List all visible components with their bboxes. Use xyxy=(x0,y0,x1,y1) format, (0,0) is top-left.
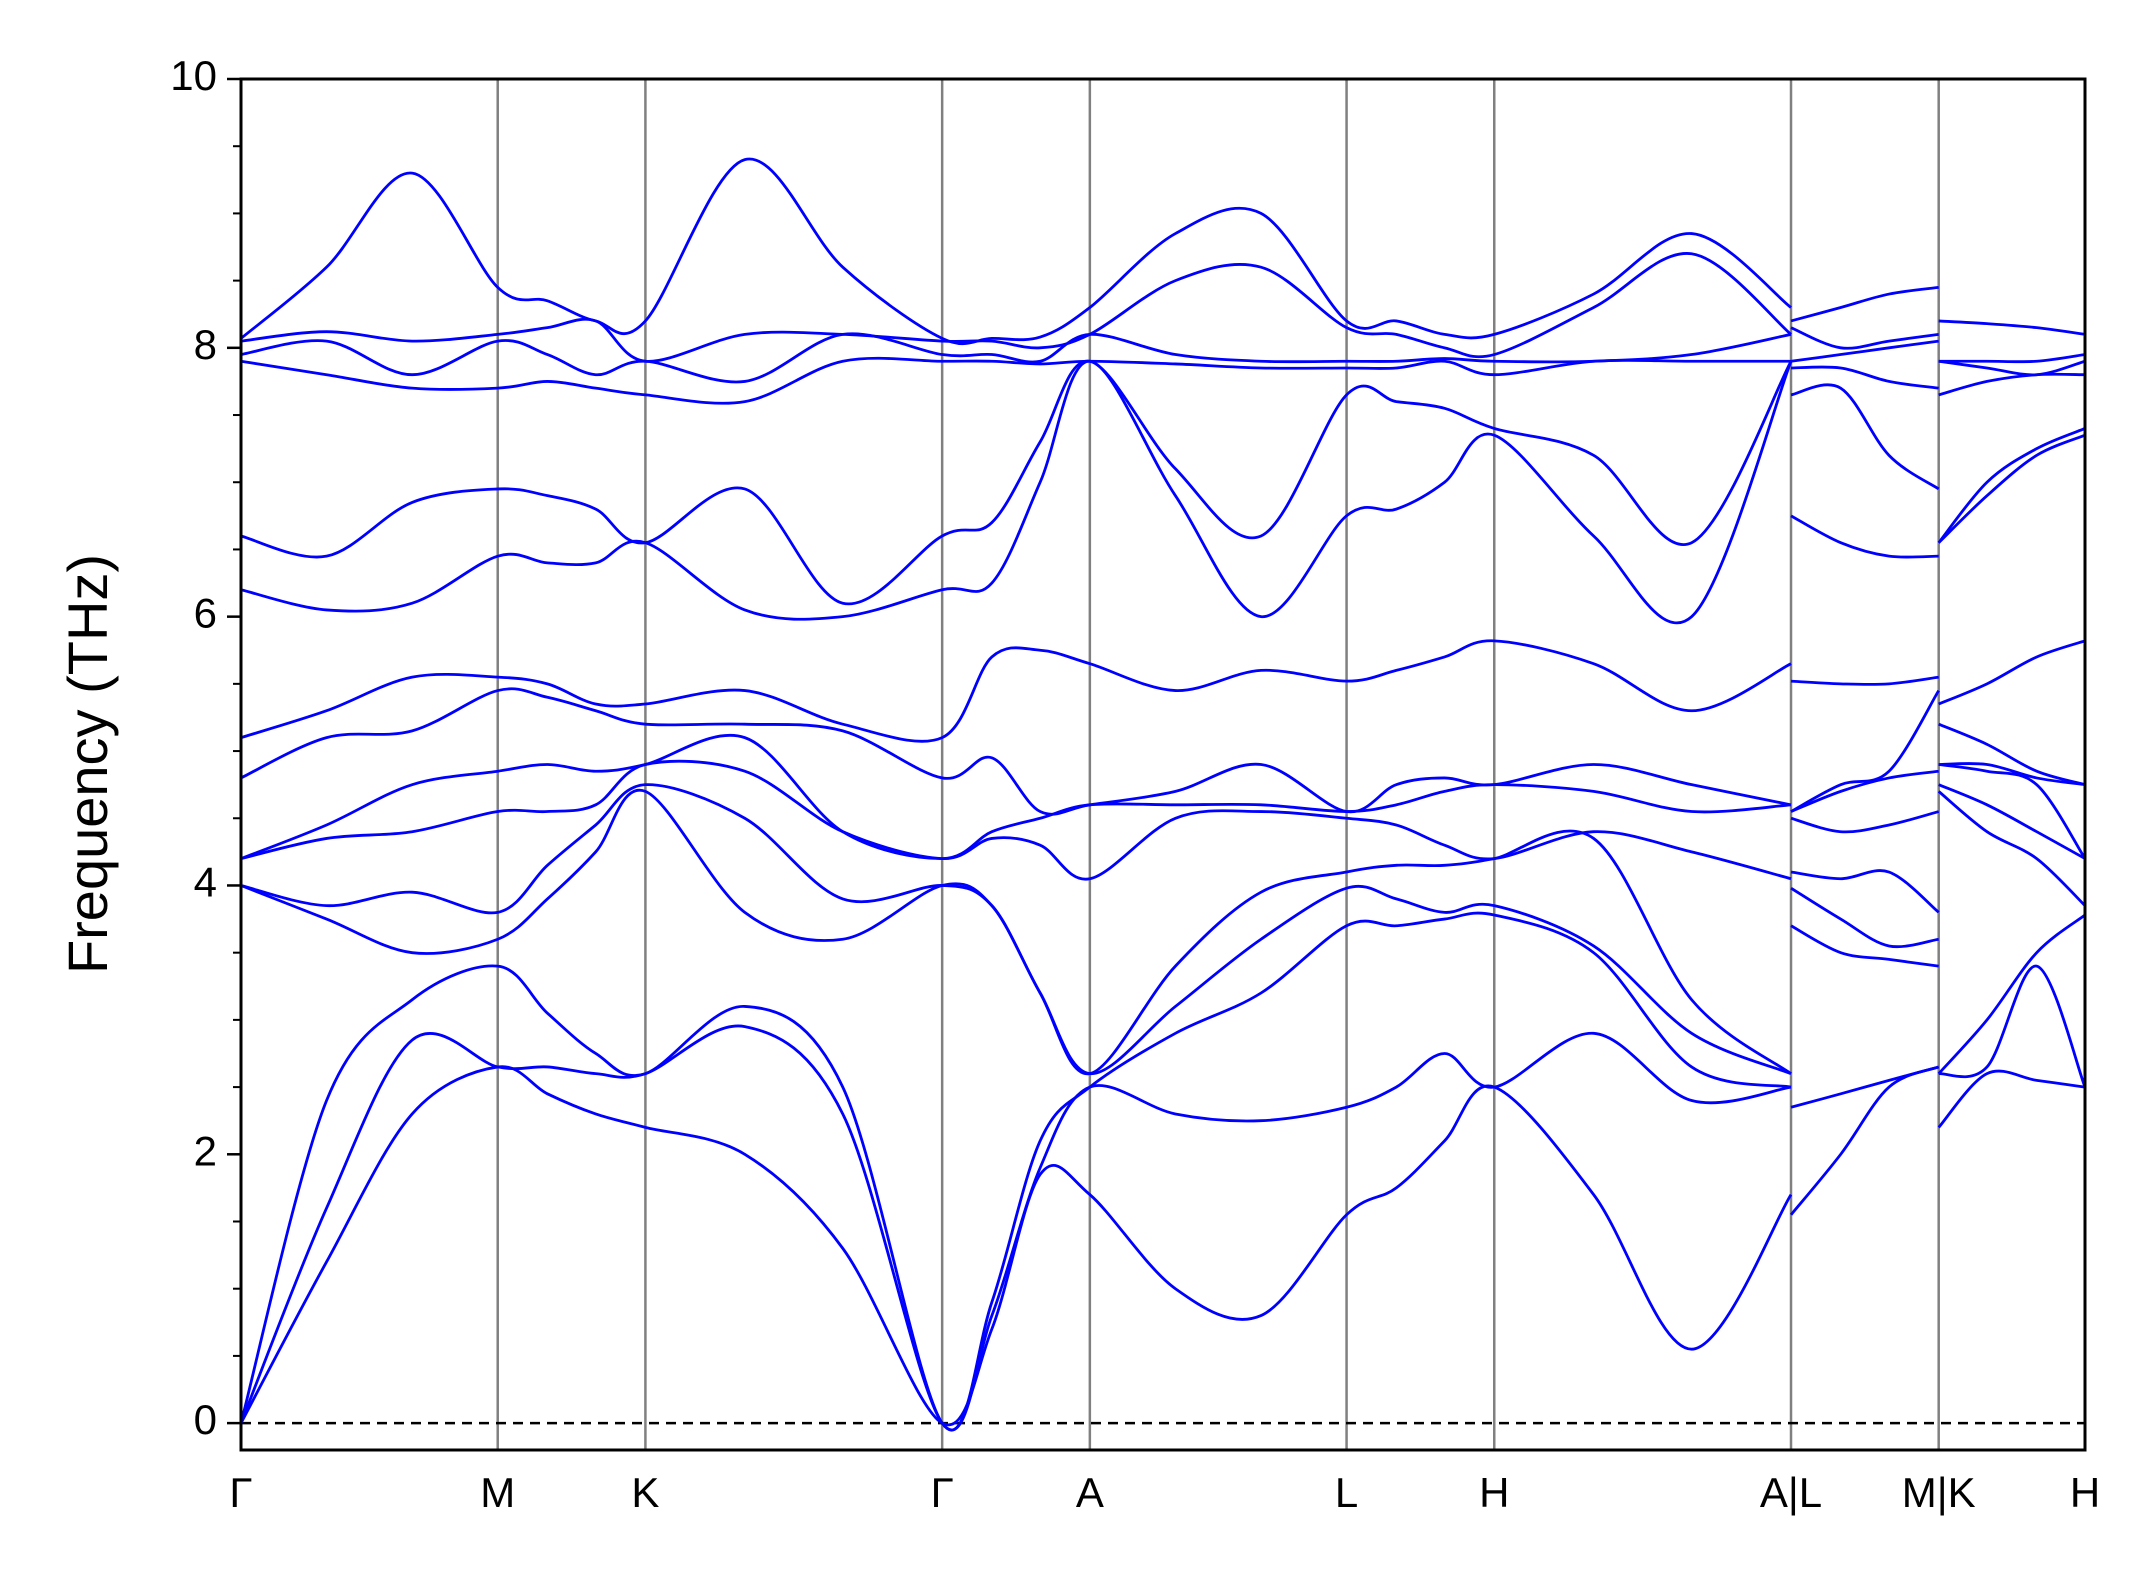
band-line xyxy=(239,964,2087,1432)
band-line xyxy=(240,734,2086,860)
y-tick-label: 6 xyxy=(194,590,217,637)
plot-frame xyxy=(239,77,2087,1452)
band-line xyxy=(240,359,2086,625)
band-line xyxy=(240,759,2087,881)
band-line xyxy=(239,911,2086,1432)
x-tick-label: L xyxy=(1335,1469,1358,1516)
x-tick-label: Γ xyxy=(229,1469,252,1516)
band-line xyxy=(239,1065,2086,1427)
band-line xyxy=(240,157,2086,346)
band-line xyxy=(240,359,2086,606)
band-line xyxy=(240,356,2086,405)
y-tick-label: 0 xyxy=(194,1396,217,1443)
x-tick-label: K xyxy=(631,1469,659,1516)
x-tick-label: Γ xyxy=(931,1469,954,1516)
y-axis-label: Frequency (THz) xyxy=(56,554,119,974)
x-tick-label: M|K xyxy=(1902,1469,1976,1516)
y-tick-label: 8 xyxy=(194,321,217,368)
x-tick-label: A|L xyxy=(1760,1469,1822,1516)
x-tick-label: H xyxy=(1479,1469,1509,1516)
y-tick-label: 4 xyxy=(194,859,217,906)
band-line xyxy=(240,332,2086,384)
x-tick-label: A xyxy=(1076,1469,1104,1516)
band-line xyxy=(240,788,2086,1076)
y-tick-label: 10 xyxy=(170,52,217,99)
band-line xyxy=(240,252,2086,364)
band-line xyxy=(240,639,2086,743)
band-line xyxy=(240,687,2086,816)
x-tick-label: M xyxy=(480,1469,515,1516)
x-tick-label: H xyxy=(2070,1469,2100,1516)
y-tick-label: 2 xyxy=(194,1127,217,1174)
